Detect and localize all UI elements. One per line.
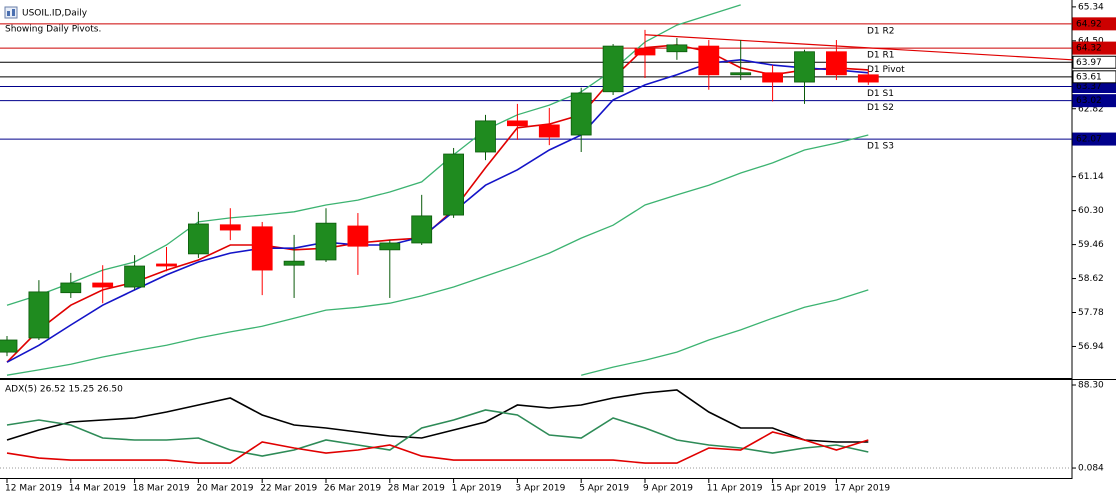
adx-line	[6, 389, 869, 443]
pivot-price-label: 63.37	[1076, 82, 1102, 92]
candle-body	[28, 291, 50, 339]
candle-body	[762, 72, 783, 83]
y-tick-label: 88.30	[1078, 380, 1104, 390]
x-tick-label: 28 Mar 2019	[388, 484, 445, 494]
candle-body	[347, 225, 369, 247]
x-tick-label: 12 Mar 2019	[5, 484, 62, 494]
envelope-band	[581, 289, 869, 376]
current-price-box	[1072, 70, 1116, 84]
candle-body	[666, 44, 688, 53]
pivot-price-box	[1072, 94, 1116, 108]
pivot-name: D1 R2	[867, 26, 895, 36]
candle-body	[698, 45, 720, 76]
candle-body	[251, 226, 273, 271]
candle-body	[857, 74, 879, 83]
x-tick-label: 18 Mar 2019	[133, 484, 190, 494]
candle-body	[187, 223, 209, 255]
chart-icon	[4, 6, 18, 19]
candle-body	[283, 260, 305, 266]
indicator-title: ADX(5) 26.52 15.25 26.50	[5, 385, 123, 395]
overlay: USOIL.ID,Daily Showing Daily Pivots. ADX…	[4, 6, 123, 395]
candle-body	[0, 339, 18, 353]
candle-body	[602, 45, 624, 93]
pivot-note: Showing Daily Pivots.	[5, 25, 101, 35]
adx-line	[6, 409, 869, 457]
y-tick-label: 62.82	[1078, 104, 1104, 114]
symbol-title: USOIL.ID,Daily	[22, 9, 88, 19]
pivot-price-box	[1072, 132, 1116, 146]
x-tick-label: 14 Mar 2019	[69, 484, 126, 494]
pivot-price-label: 64.92	[1076, 19, 1102, 29]
candle-body	[475, 120, 496, 153]
candle-body	[506, 120, 528, 127]
pivot-name: D1 S3	[867, 142, 894, 152]
pivot-price-label: 62.07	[1076, 135, 1102, 145]
candle-body	[730, 72, 752, 76]
pivot-price-box	[1072, 55, 1116, 69]
pivot-price-box	[1072, 41, 1116, 55]
pivot-price-label: 64.32	[1076, 44, 1102, 54]
x-tick-label: 1 Apr 2019	[452, 484, 502, 494]
x-tick-label: 11 Apr 2019	[707, 484, 763, 494]
candle-body	[60, 282, 82, 294]
y-tick-label: 57.78	[1078, 308, 1104, 318]
candle-body	[219, 224, 241, 231]
pivot-name: D1 Pivot	[867, 65, 905, 75]
candle-body	[570, 92, 592, 136]
y-tick-label: 0.084	[1078, 464, 1104, 474]
chart-icon	[7, 11, 10, 16]
candle-body	[156, 263, 177, 267]
x-tick-label: 9 Apr 2019	[643, 484, 693, 494]
x-tick-label: 26 Mar 2019	[324, 484, 381, 494]
chart-icon	[12, 9, 15, 16]
y-tick-label: 59.46	[1078, 240, 1104, 250]
candle-body	[411, 215, 433, 244]
pivot-price-label: 63.02	[1076, 96, 1102, 106]
pivot-price-label: 63.97	[1076, 58, 1102, 68]
pivot-name: D1 S1	[867, 89, 894, 99]
pivot-name: D1 R1	[867, 51, 895, 61]
x-tick-label: 17 Apr 2019	[834, 484, 890, 494]
candle-body	[379, 242, 401, 251]
y-tick-label: 60.30	[1078, 206, 1104, 216]
y-tick-label: 65.34	[1078, 2, 1104, 12]
y-tick-label: 56.94	[1078, 342, 1104, 352]
candle-body	[443, 153, 465, 216]
x-tick-label: 3 Apr 2019	[515, 484, 565, 494]
candle-body	[315, 222, 337, 261]
y-tick-label: 61.14	[1078, 172, 1104, 182]
candle-body	[538, 124, 560, 138]
trendline	[644, 34, 1073, 61]
envelope-band	[6, 134, 869, 376]
current-price-label: 63.61	[1076, 72, 1102, 82]
x-tick-label: 20 Mar 2019	[196, 484, 253, 494]
candle-body	[634, 48, 656, 56]
x-tick-label: 22 Mar 2019	[260, 484, 317, 494]
pivot-name: D1 S2	[867, 103, 894, 113]
x-tick-label: 15 Apr 2019	[771, 484, 827, 494]
pivot-price-box	[1072, 17, 1116, 31]
adx-line	[6, 431, 869, 464]
y-tick-label: 58.62	[1078, 274, 1104, 284]
moving-average	[6, 58, 869, 363]
candle-body	[826, 51, 847, 76]
candle-body	[124, 265, 145, 288]
x-tick-label: 5 Apr 2019	[579, 484, 629, 494]
candle-body	[794, 51, 815, 83]
candle-body	[92, 282, 114, 288]
y-tick-label: 64.50	[1078, 36, 1104, 46]
